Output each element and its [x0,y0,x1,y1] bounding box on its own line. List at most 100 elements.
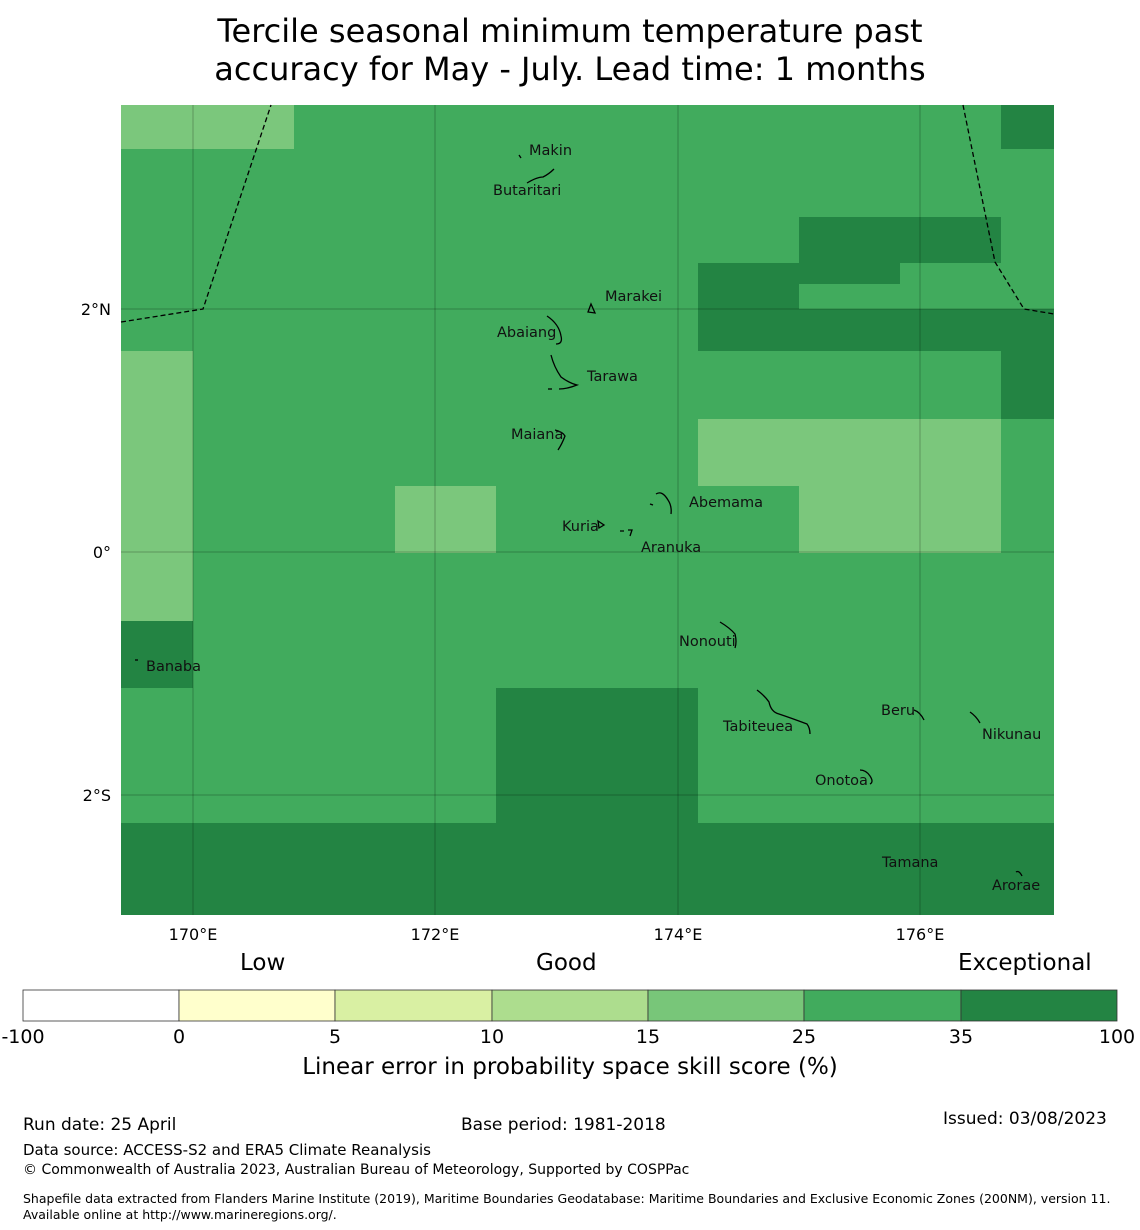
grid-cell [698,486,799,553]
grid-cell [121,351,193,419]
grid-cell [121,621,193,688]
grid-cell [698,284,799,309]
place-label: Maiana [511,427,563,443]
island-outlines [135,154,1023,877]
grid-cell [698,553,799,621]
grid-cell [294,486,395,553]
grid-cell [496,621,597,688]
grid-cell [496,553,597,621]
grid-cell [1001,755,1054,823]
data-source: Data source: ACCESS-S2 and ERA5 Climate … [23,1141,431,1159]
grid-cell [294,309,395,351]
base-period: Base period: 1981-2018 [461,1115,666,1135]
grid-cell [294,755,395,823]
grid-cell [1001,263,1054,284]
grid-cell [121,553,193,621]
grid-cell [294,351,395,419]
grid-cell [799,823,900,860]
grid-cell [294,419,395,486]
grid-cell [496,284,597,309]
grid-cell [496,823,597,860]
grid-cell [597,823,698,860]
grid-cell [193,263,294,284]
grid-cell [193,755,294,823]
place-label: Aranuka [641,540,701,556]
place-label: Butaritari [493,183,561,199]
grid-cell [395,149,496,217]
grid-cell [698,688,799,755]
grid-cell [799,217,900,263]
grid-cell [121,860,193,915]
grid-cell [193,309,294,351]
grid-cell [1001,105,1054,149]
colorbar-tick-label: 15 [636,1026,660,1048]
grid-cell [395,860,496,915]
grid-cell [496,309,597,351]
grid-cell [395,309,496,351]
grid-cell [900,486,1001,553]
colorbar-ticks: -100 0 5 10 15 25 35 100 [1,1026,1135,1048]
grid-cell [698,351,799,419]
grid-cell [395,217,496,263]
grid-cell [395,486,496,553]
grid-cell [121,755,193,823]
grid-cell [193,860,294,915]
place-label: Nikunau [982,727,1041,743]
grid-cell [597,351,698,419]
eez-boundaries [120,104,1055,323]
grid-cell [193,688,294,755]
grid-cell [395,823,496,860]
grid-cell [294,621,395,688]
graticule [121,105,1054,915]
grid-cell [294,860,395,915]
place-label: Beru [881,703,915,719]
map-title-line-1: Tercile seasonal minimum temperature pas… [217,12,923,50]
grid-cell [496,263,597,284]
grid-cell [496,105,597,149]
lon-label: 174°E [654,925,703,944]
run-date: Run date: 25 April [23,1115,177,1135]
grid-cell [597,688,698,755]
place-label: Onotoa [815,773,868,789]
grid-cell [1001,860,1054,915]
grid-cell [597,755,698,823]
grid-cell [799,149,900,217]
grid-cell [799,553,900,621]
grid-cell [496,755,597,823]
grid-cell [395,351,496,419]
copyright: © Commonwealth of Australia 2023, Austra… [23,1162,690,1178]
grid-cell [900,284,1001,309]
grid-cell [698,217,799,263]
grid-cell [698,309,799,351]
colorbar-segment [803,989,962,1022]
grid-cell [193,105,294,149]
grid-cell [900,755,1001,823]
grid-cell [1001,351,1054,419]
colorbar-segment [334,989,493,1022]
colorbar-label: Linear error in probability space skill … [302,1054,838,1080]
grid-cell [799,105,900,149]
grid-cell [496,688,597,755]
grid-cell [799,688,900,755]
grid-cell [698,419,799,486]
colorbar-category-low: Low [240,950,286,976]
grid-cell [496,217,597,263]
grid-cell [900,419,1001,486]
grid-cell [496,351,597,419]
colorbar-segment [22,989,180,1022]
colorbar-tick-label: 25 [792,1026,816,1048]
grid-cell [900,860,1001,915]
grid-cell [900,351,1001,419]
colorbar-segment [647,989,805,1022]
grid-cell [597,263,698,284]
grid-cell [395,553,496,621]
grid-cell [121,419,193,486]
grid-cell [900,823,1001,860]
colorbar [22,989,1118,1022]
grid-cell [799,860,900,915]
place-label: Kuria [562,519,599,535]
grid-cell [597,149,698,217]
grid-cell [395,755,496,823]
lat-label: 0° [93,543,111,562]
axis-labels: 2°N 0° 2°S 170°E 172°E 174°E 176°E [81,300,944,944]
